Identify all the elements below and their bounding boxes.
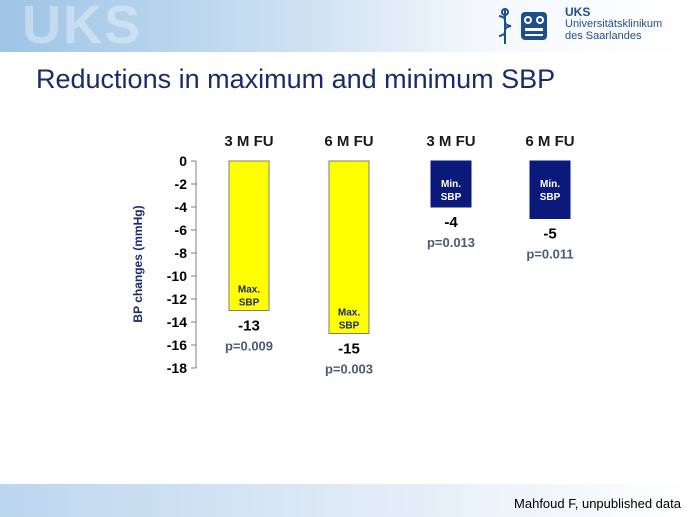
- footer-citation: Mahfoud F, unpublished data: [514, 496, 681, 511]
- y-tick-label: 0: [179, 153, 187, 169]
- bar-chart: 0 -2 -4 -6 -8 -10 -12 -14 -16 -18 BP changes (mmHg…: [131, 133, 575, 377]
- bar-inner-label: Min.: [540, 179, 560, 190]
- logo-line-3: des Saarlandes: [565, 30, 642, 42]
- y-tick-label: -2: [175, 176, 188, 192]
- y-axis-label: BP changes (mmHg): [131, 205, 145, 322]
- bar: [328, 160, 370, 334]
- logo-line-2: Universitätsklinikum: [565, 18, 663, 30]
- category-label: 6 M FU: [525, 133, 574, 150]
- y-tick-label: -10: [167, 268, 187, 284]
- data-label: -4: [444, 214, 458, 231]
- bar-inner-label: Min.: [441, 179, 461, 190]
- p-value-label: p=0.013: [427, 235, 475, 250]
- bar-inner-label: Max.: [338, 308, 360, 319]
- y-tick-label: -14: [167, 314, 187, 330]
- y-tick-label: -12: [167, 291, 187, 307]
- category-label: 6 M FU: [324, 133, 373, 150]
- header-band: UKS: [0, 0, 689, 55]
- y-tick-label: -8: [175, 245, 188, 261]
- y-tick-label: -4: [175, 199, 188, 215]
- y-tick-label: -18: [167, 360, 187, 376]
- data-label: -5: [543, 226, 556, 243]
- logo-line-1: UKS: [565, 5, 591, 19]
- data-label: -15: [338, 341, 360, 358]
- y-tick-label: -16: [167, 337, 187, 353]
- y-tick-label: -6: [175, 222, 188, 238]
- bar-inner-label: Max.: [238, 285, 260, 296]
- uks-emblem-icon: [498, 8, 547, 44]
- category-label: 3 M FU: [426, 133, 475, 150]
- p-value-label: p=0.009: [225, 339, 273, 354]
- footer-band: [0, 484, 689, 517]
- p-value-label: p=0.011: [526, 247, 573, 262]
- category-label: 3 M FU: [224, 133, 273, 150]
- watermark-text: UKS: [22, 0, 143, 55]
- slide-title: Reductions in maximum and minimum SBP: [36, 64, 556, 94]
- data-label: -13: [238, 318, 260, 335]
- bar-inner-label: SBP: [540, 192, 561, 203]
- bar: [430, 160, 472, 208]
- bar-inner-label: SBP: [441, 192, 462, 203]
- bar: [529, 160, 571, 219]
- bar-inner-label: SBP: [239, 298, 260, 309]
- bar-inner-label: SBP: [339, 321, 360, 332]
- uks-logo: UKS Universitätsklinikum des Saarlandes: [491, 6, 681, 46]
- bar: [228, 160, 270, 311]
- p-value-label: p=0.003: [325, 362, 373, 377]
